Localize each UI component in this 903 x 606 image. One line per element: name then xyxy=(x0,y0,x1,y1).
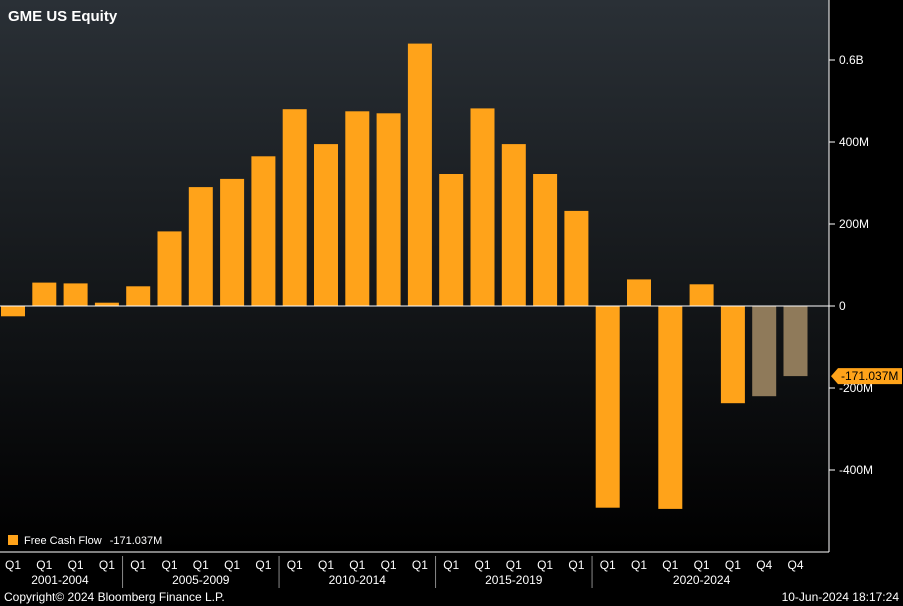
x-tick-label-20: Q1 xyxy=(631,558,647,572)
bar-4 xyxy=(126,286,151,306)
x-tick-label-25: Q4 xyxy=(787,558,803,572)
x-tick-label-8: Q1 xyxy=(255,558,271,572)
bar-7 xyxy=(220,178,245,306)
bar-0 xyxy=(1,306,25,317)
x-tick-label-4: Q1 xyxy=(130,558,146,572)
period-label-0: 2001-2004 xyxy=(31,573,89,587)
bar-9 xyxy=(282,109,307,306)
x-tick-label-23: Q1 xyxy=(725,558,741,572)
y-tick-label-4: -200M xyxy=(839,381,873,395)
period-label-4: 2020-2024 xyxy=(673,573,731,587)
x-tick-label-14: Q1 xyxy=(443,558,459,572)
bar-25 xyxy=(783,306,808,377)
x-tick-label-5: Q1 xyxy=(161,558,177,572)
x-tick-label-18: Q1 xyxy=(568,558,584,572)
x-tick-label-11: Q1 xyxy=(349,558,365,572)
bar-17 xyxy=(533,174,558,306)
bar-16 xyxy=(501,144,526,306)
period-label-1: 2005-2009 xyxy=(172,573,230,587)
bar-15 xyxy=(470,108,495,307)
bar-13 xyxy=(407,43,432,306)
x-tick-label-24: Q4 xyxy=(756,558,772,572)
y-tick-label-1: 400M xyxy=(839,135,869,149)
bar-6 xyxy=(188,187,213,306)
period-label-2: 2010-2014 xyxy=(329,573,387,587)
bar-23 xyxy=(720,306,745,404)
x-tick-label-7: Q1 xyxy=(224,558,240,572)
chart-title: GME US Equity xyxy=(8,8,118,25)
svg-text:Free Cash Flow -171.037M: Free Cash Flow -171.037M xyxy=(24,535,162,547)
bar-18 xyxy=(564,210,589,306)
bar-8 xyxy=(251,156,276,306)
bar-12 xyxy=(376,113,401,306)
x-tick-label-10: Q1 xyxy=(318,558,334,572)
bar-21 xyxy=(658,306,683,509)
legend-label: Free Cash Flow xyxy=(24,535,102,547)
x-tick-label-15: Q1 xyxy=(474,558,490,572)
bar-14 xyxy=(439,174,464,306)
legend: Free Cash Flow -171.037M xyxy=(8,535,162,547)
x-tick-label-19: Q1 xyxy=(600,558,616,572)
footer-background xyxy=(0,588,903,606)
bar-1 xyxy=(32,282,57,306)
bar-3 xyxy=(94,302,119,306)
bar-11 xyxy=(345,111,370,307)
y-tick-label-3: 0 xyxy=(839,299,846,313)
y-tick-label-0: 0.6B xyxy=(839,53,864,67)
current-value-callout: -171.037M xyxy=(831,368,902,385)
x-tick-label-1: Q1 xyxy=(36,558,52,572)
x-tick-label-16: Q1 xyxy=(506,558,522,572)
copyright-text: Copyright© 2024 Bloomberg Finance L.P. xyxy=(4,590,225,604)
callout-label: -171.037M xyxy=(841,369,898,383)
x-tick-label-0: Q1 xyxy=(5,558,21,572)
bars-layer xyxy=(1,43,808,509)
x-tick-label-2: Q1 xyxy=(68,558,84,572)
x-tick-label-6: Q1 xyxy=(193,558,209,572)
bar-2 xyxy=(63,283,88,306)
bar-24 xyxy=(752,306,777,397)
y-tick-label-5: -400M xyxy=(839,463,873,477)
y-axis: 0.6B 400M 200M 0 -200M -400M xyxy=(829,53,873,477)
x-tick-label-22: Q1 xyxy=(694,558,710,572)
x-tick-label-12: Q1 xyxy=(381,558,397,572)
x-tick-label-13: Q1 xyxy=(412,558,428,572)
bar-20 xyxy=(627,279,651,306)
callout-tag xyxy=(831,368,902,385)
bar-19 xyxy=(595,306,620,508)
x-axis: Q1 Q1 Q1 Q1 Q1 Q1 Q1 Q1 Q1 Q1 Q1 Q1 Q1 Q1 Q1 Q1 Q1 Q1 Q1 Q1… xyxy=(5,556,804,588)
x-tick-label-9: Q1 xyxy=(287,558,303,572)
x-tick-label-21: Q1 xyxy=(662,558,678,572)
x-tick-label-17: Q1 xyxy=(537,558,553,572)
y-tick-label-2: 200M xyxy=(839,217,869,231)
bar-10 xyxy=(314,144,338,306)
period-label-3: 2015-2019 xyxy=(485,573,543,587)
timestamp-text: 10-Jun-2024 18:17:24 xyxy=(782,590,900,604)
bar-22 xyxy=(689,284,714,306)
legend-value: -171.037M xyxy=(110,535,163,547)
legend-swatch xyxy=(8,535,18,545)
x-tick-label-3: Q1 xyxy=(99,558,115,572)
bar-5 xyxy=(157,231,182,306)
